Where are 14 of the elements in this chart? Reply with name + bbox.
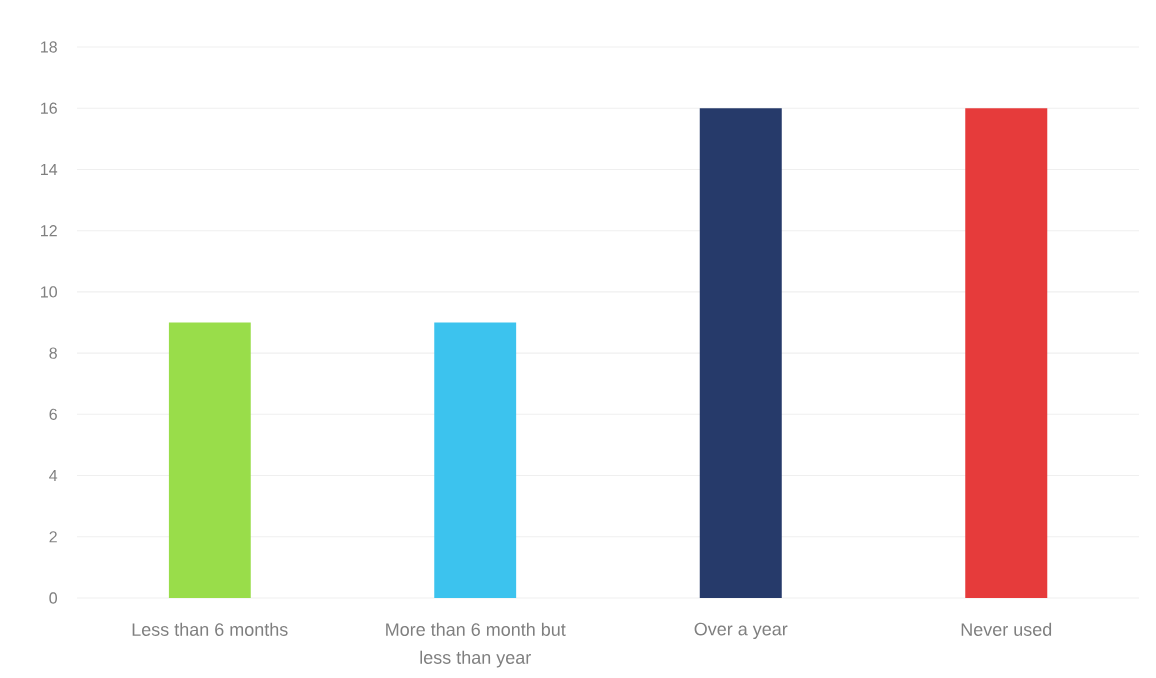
y-tick-label: 2: [49, 531, 57, 543]
x-tick-label: Over a year: [694, 622, 788, 640]
y-tick-label: 8: [49, 347, 57, 359]
y-tick-label: 6: [49, 408, 57, 420]
y-tick-label: 4: [49, 470, 58, 482]
y-tick-label: 10: [41, 286, 57, 298]
y-tick-label: 12: [41, 225, 57, 237]
y-tick-label: 0: [49, 592, 58, 604]
x-tick-label: More than 6 month but less than year: [386, 622, 566, 668]
y-tick-label: 16: [41, 102, 57, 114]
x-tick-label: Never used: [961, 622, 1052, 636]
y-tick-label: 14: [41, 163, 58, 175]
x-tick-label: Less than 6 months: [132, 622, 288, 636]
y-tick-label: 18: [41, 41, 57, 53]
